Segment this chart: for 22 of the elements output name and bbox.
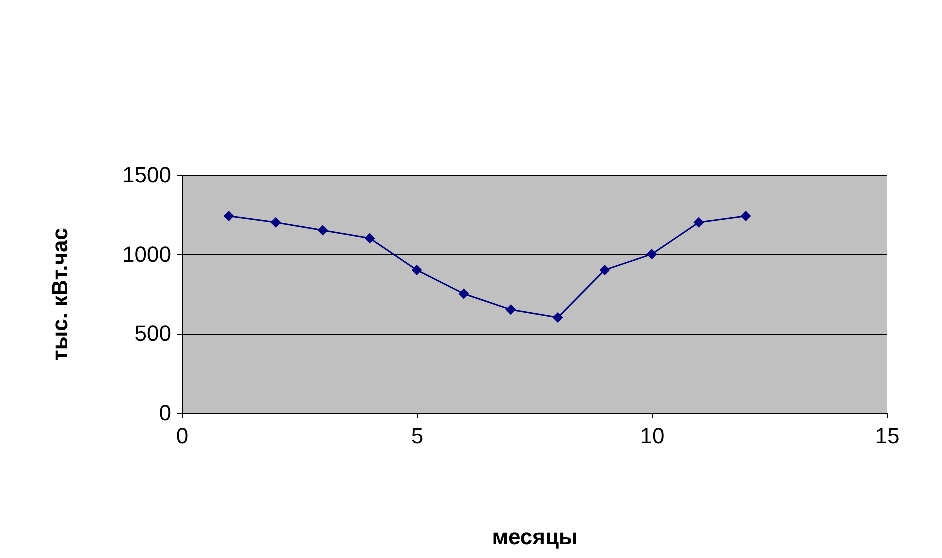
point	[552, 312, 564, 324]
point	[506, 304, 516, 316]
point	[270, 217, 282, 228]
y-tick-label: 0	[159, 400, 172, 426]
y-tick-label: 1500	[122, 162, 172, 188]
point	[694, 217, 704, 228]
x-tick-label: 0	[176, 424, 189, 448]
point	[412, 264, 422, 276]
point	[364, 233, 376, 244]
x-tick-label: 10	[640, 424, 665, 448]
point	[646, 249, 658, 260]
y-axis-title: тыс. кВт.час	[48, 228, 73, 361]
y-tick-label: 500	[134, 321, 172, 346]
point	[458, 288, 470, 300]
point	[740, 211, 752, 222]
point	[224, 211, 234, 222]
y-tick-label: 1000	[122, 242, 172, 267]
x-tick-label: 5	[411, 424, 424, 448]
point	[600, 264, 610, 276]
point	[318, 225, 328, 236]
x-axis-title: месяцы	[492, 524, 578, 550]
x-tick-label: 15	[875, 424, 900, 448]
